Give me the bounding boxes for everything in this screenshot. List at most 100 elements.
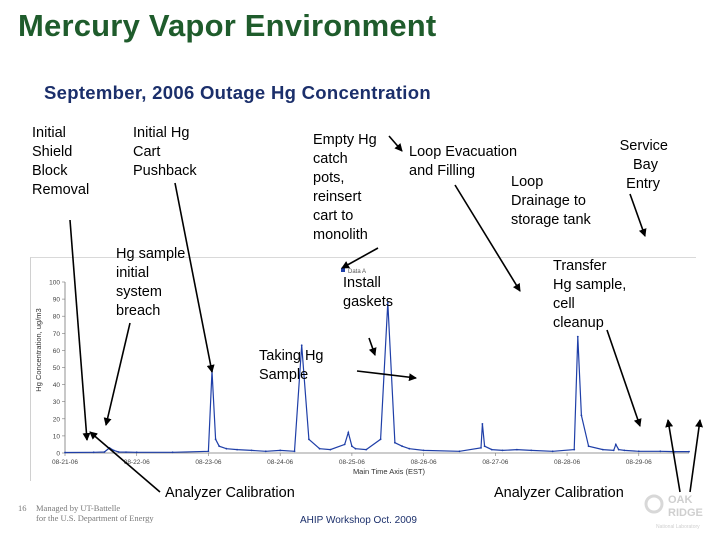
data-point [379, 438, 382, 441]
data-point [225, 447, 228, 450]
data-point [551, 450, 554, 453]
data-point [623, 449, 626, 452]
data-point [250, 449, 253, 452]
data-point [386, 301, 389, 304]
data-point [587, 445, 590, 448]
data-point [300, 344, 303, 347]
x-axis-label: Main Time Axis (EST) [353, 467, 426, 476]
y-axis-label: Hg Concentration, ug/m3 [34, 308, 43, 391]
data-point [236, 448, 239, 451]
annotation-loop-drainage: Loop Drainage to storage tank [511, 174, 591, 228]
y-tick-label: 20 [53, 416, 61, 423]
data-point [612, 449, 615, 452]
x-tick-label: 08-27-06 [482, 459, 508, 466]
data-point [171, 451, 174, 454]
data-point [135, 451, 138, 454]
data-point [614, 443, 617, 446]
data-point [530, 449, 533, 452]
data-point [354, 447, 357, 450]
footer-center: AHIP Workshop Oct. 2009 [300, 515, 417, 526]
annotation-loop-evacuation: Loop Evacuation and Filling [409, 144, 518, 179]
data-point [207, 450, 210, 453]
x-tick-label: 08-28-06 [554, 459, 580, 466]
data-point [602, 448, 604, 451]
data-point [214, 438, 217, 441]
slide-title: Mercury Vapor Environment [18, 8, 437, 43]
arrow-hg-sample-breach [103, 322, 131, 426]
legend-marker [341, 268, 345, 272]
annotation-initial-shield-block-removal: Initial Shield Block Removal [32, 125, 90, 198]
arrow-catch-pots [341, 247, 379, 269]
data-point [501, 449, 504, 452]
slide-subtitle: September, 2006 Outage Hg Concentration [44, 82, 431, 103]
data-point [112, 449, 115, 452]
footer-left: Managed by UT-Battelle for the U.S. Depa… [36, 503, 154, 523]
data-point [279, 449, 282, 452]
data-point [293, 450, 296, 453]
x-tick-label: 08-22-06 [124, 459, 150, 466]
annotation-service-bay-entry: Service Bay Entry [619, 138, 668, 192]
oak-ridge-logo: OAK RIDGE National Laboratory [640, 490, 712, 536]
data-point [617, 448, 620, 451]
data-point [673, 450, 676, 453]
data-point [343, 443, 346, 446]
y-tick-label: 80 [53, 314, 61, 321]
y-tick-label: 50 [53, 365, 61, 372]
data-point [64, 451, 66, 454]
arrow-loop-drainage [454, 184, 521, 292]
arrow-cart-pushback [174, 182, 215, 373]
data-point [264, 450, 267, 453]
data-point [365, 448, 368, 451]
arrow-loop-evacuation [388, 135, 403, 152]
arrow-service-bay [629, 193, 647, 237]
data-point [408, 447, 411, 450]
x-tick-label: 08-26-06 [411, 459, 437, 466]
arrow-shield-block [69, 219, 91, 441]
data-point [573, 448, 576, 451]
arrow-install-gaskets [606, 329, 642, 427]
data-point [481, 423, 484, 425]
x-tick-label: 08-23-06 [195, 459, 221, 466]
y-tick-label: 40 [53, 382, 61, 389]
annotation-install-gaskets: Install gaskets [343, 275, 393, 310]
data-point [401, 445, 403, 448]
annotation-empty-hg-catch-pots: Empty Hg catch pots, reinsert cart to mo… [313, 132, 377, 243]
data-point [480, 447, 482, 449]
y-tick-label: 0 [56, 451, 60, 458]
data-point [490, 448, 493, 451]
y-tick-label: 30 [53, 399, 61, 406]
series-line [64, 302, 689, 454]
arrow-calibration-right [665, 419, 681, 493]
x-tick-label: 08-25-06 [339, 459, 365, 466]
data-point [125, 451, 127, 453]
data-point [659, 450, 662, 453]
svg-text:National Laboratory: National Laboratory [656, 524, 700, 530]
data-point [458, 450, 461, 453]
data-point [318, 447, 321, 450]
x-tick-label: 08-29-06 [626, 459, 652, 466]
annotation-initial-hg-cart-pushback: Initial Hg Cart Pushback [133, 125, 197, 179]
y-tick-label: 100 [49, 280, 60, 287]
arrow-calibration-left [89, 431, 161, 493]
data-point [308, 438, 310, 441]
annotation-transfer-hg-sample: Transfer Hg sample, cell cleanup [553, 258, 627, 331]
data-point [103, 451, 106, 453]
data-point [422, 449, 425, 452]
y-tick-label: 10 [53, 433, 61, 440]
x-tick-label: 08-24-06 [267, 459, 293, 466]
arrow-calibration-right-2 [689, 419, 703, 493]
annotation-hg-sample-breach: Hg sample initial system breach [116, 246, 186, 319]
page-number: 16 [18, 503, 27, 513]
data-point [329, 448, 332, 451]
y-tick-label: 60 [53, 348, 61, 355]
svg-text:RIDGE: RIDGE [668, 507, 703, 519]
hg-concentration-chart: Hg Concentration, ug/m3 Main Time Axis (… [34, 268, 690, 476]
annotation-taking-hg-sample: Taking Hg Sample [259, 348, 324, 383]
data-point [394, 441, 396, 444]
data-point [92, 451, 95, 454]
data-point [580, 414, 583, 417]
data-point [483, 445, 486, 448]
data-point [347, 431, 350, 434]
y-tick-label: 90 [53, 297, 61, 304]
